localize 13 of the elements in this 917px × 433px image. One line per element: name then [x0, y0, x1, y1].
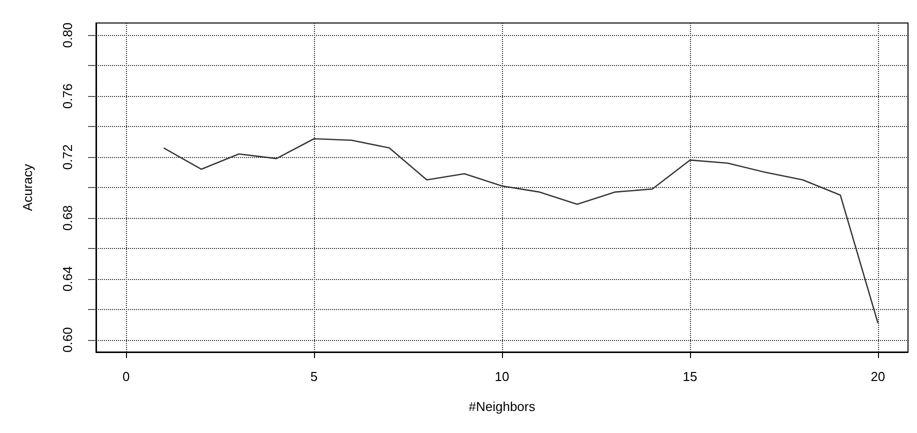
y-tick-label: 0.68 — [60, 205, 75, 231]
y-axis-title: Acuracy — [20, 164, 35, 211]
y-tick-label: 0.72 — [60, 144, 75, 170]
y-tick-label: 0.80 — [60, 22, 75, 48]
y-tick-label: 0.76 — [60, 83, 75, 109]
x-tick-label: 10 — [494, 369, 510, 384]
x-axis-title: #Neighbors — [468, 399, 536, 414]
x-tick-label: 0 — [122, 369, 130, 384]
y-tick-label: 0.60 — [60, 327, 75, 352]
x-tick-label: 20 — [870, 369, 886, 384]
y-tick-label: 0.64 — [60, 266, 75, 292]
x-tick-label: 15 — [682, 369, 698, 384]
x-tick-label: 5 — [310, 369, 318, 384]
